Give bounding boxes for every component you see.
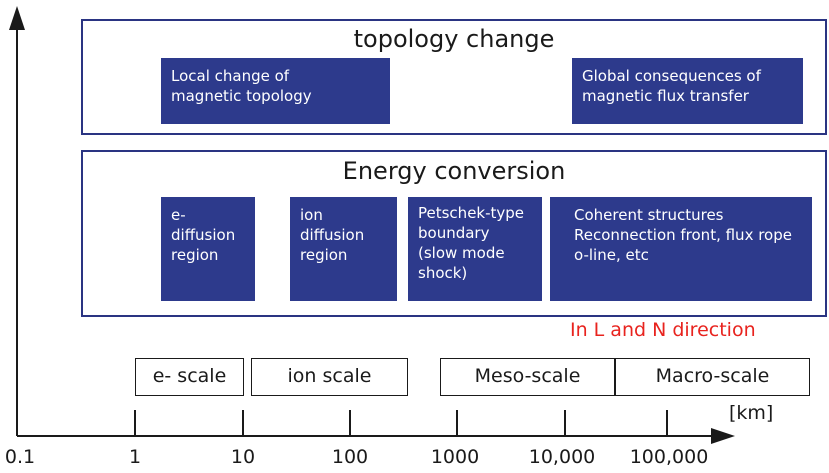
energy-conversion-frame: Energy conversion — [81, 150, 827, 317]
tick-label-1: 1 — [128, 446, 142, 468]
energy-conversion-title: Energy conversion — [342, 157, 566, 185]
petschek-boundary-box: Petschek-type boundary (slow mode shock) — [408, 197, 542, 301]
global-consequences-box: Global consequences of magnetic flux tra… — [572, 58, 803, 124]
meso-scale-box: Meso-scale — [440, 358, 615, 396]
ion-diffusion-box: ion diffusion region — [290, 197, 397, 301]
y-axis-arrow-icon — [9, 6, 25, 30]
local-change-box: Local change of magnetic topology — [161, 58, 390, 124]
tick-label-1000: 1000 — [430, 446, 480, 468]
topology-change-frame: topology change — [81, 19, 827, 135]
axis-unit-label: [km] — [729, 402, 774, 424]
macro-scale-box: Macro-scale — [615, 358, 810, 396]
tick-label-100: 100 — [331, 446, 369, 468]
tick-label-100000: 100,000 — [629, 446, 709, 468]
tick-label-10: 10 — [230, 446, 256, 468]
tick-label-10000: 10,000 — [528, 446, 596, 468]
coherent-structures-box: Coherent structures Reconnection front, … — [550, 197, 812, 301]
ion-scale-box: ion scale — [251, 358, 408, 396]
direction-note: In L and N direction — [570, 319, 756, 341]
x-axis-arrow-icon — [711, 428, 735, 444]
topology-change-title: topology change — [353, 25, 555, 53]
e-scale-box: e- scale — [135, 358, 244, 396]
tick-label-0-1: 0.1 — [4, 446, 36, 468]
e-diffusion-box: e- diffusion region — [161, 197, 255, 301]
